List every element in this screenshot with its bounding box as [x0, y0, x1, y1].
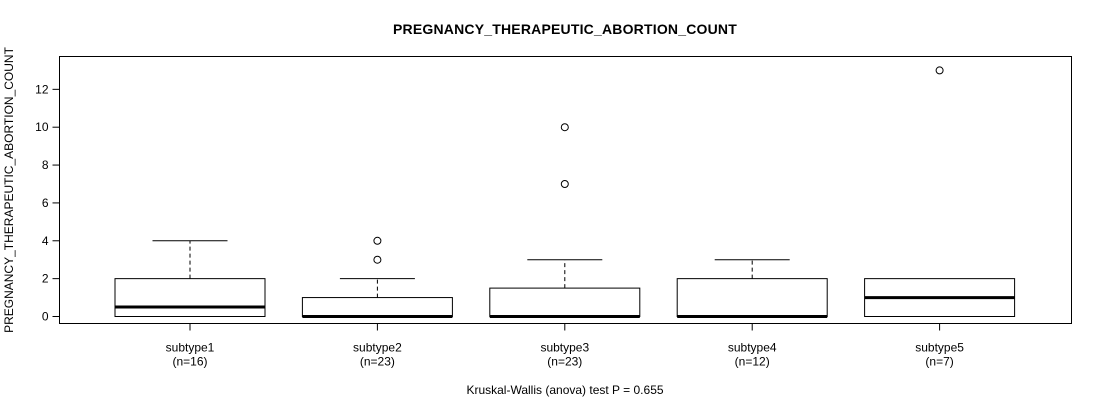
x-tick-label-subtype4: subtype4: [728, 341, 777, 355]
chart-title: PREGNANCY_THERAPEUTIC_ABORTION_COUNT: [392, 21, 737, 37]
y-tick-label: 6: [42, 196, 49, 210]
box-subtype4: [676, 278, 828, 318]
x-tick-sublabel-subtype5: (n=7): [925, 355, 953, 369]
outlier-point-subtype2: [373, 255, 382, 264]
plot-frame: [59, 56, 1072, 324]
box-subtype1: [114, 278, 266, 318]
x-tick-sublabel-subtype4: (n=12): [735, 355, 770, 369]
box-subtype2: [301, 297, 453, 318]
y-tick-label: 8: [42, 158, 49, 172]
x-tick-label-subtype5: subtype5: [915, 341, 964, 355]
x-tick-sublabel-subtype2: (n=23): [360, 355, 395, 369]
x-tick-label-subtype2: subtype2: [353, 341, 402, 355]
box-subtype3: [489, 287, 641, 318]
y-tick-label: 10: [35, 120, 49, 134]
outlier-point-subtype5: [935, 66, 944, 75]
y-tick-label: 12: [35, 82, 49, 96]
x-tick-sublabel-subtype3: (n=23): [547, 355, 582, 369]
outlier-point-subtype2: [373, 236, 382, 245]
outlier-point-subtype3: [560, 123, 569, 132]
stat-annotation: Kruskal-Wallis (anova) test P = 0.655: [466, 383, 664, 397]
x-tick-label-subtype1: subtype1: [166, 341, 215, 355]
y-tick-label: 2: [42, 272, 49, 286]
x-tick-label-subtype3: subtype3: [540, 341, 589, 355]
x-tick-sublabel-subtype1: (n=16): [172, 355, 207, 369]
y-tick-label: 0: [42, 310, 49, 324]
y-tick-label: 4: [42, 234, 49, 248]
outlier-point-subtype3: [560, 179, 569, 188]
